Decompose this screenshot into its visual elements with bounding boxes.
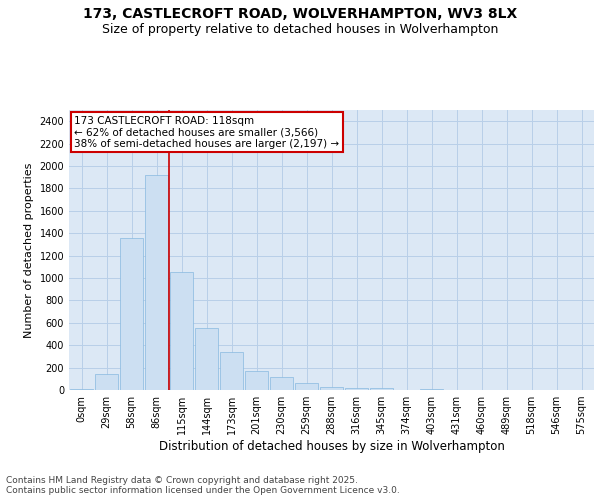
Bar	[120, 238, 143, 390]
Bar	[270, 377, 293, 390]
Text: 173 CASTLECROFT ROAD: 118sqm
← 62% of detached houses are smaller (3,566)
38% of: 173 CASTLECROFT ROAD: 118sqm ← 62% of de…	[74, 116, 340, 149]
Bar	[245, 371, 268, 390]
Text: Size of property relative to detached houses in Wolverhampton: Size of property relative to detached ho…	[102, 22, 498, 36]
Text: Contains HM Land Registry data © Crown copyright and database right 2025.
Contai: Contains HM Land Registry data © Crown c…	[6, 476, 400, 495]
Bar	[145, 175, 168, 390]
Bar	[345, 388, 368, 390]
X-axis label: Distribution of detached houses by size in Wolverhampton: Distribution of detached houses by size …	[158, 440, 505, 453]
Bar	[295, 384, 318, 390]
Text: 173, CASTLECROFT ROAD, WOLVERHAMPTON, WV3 8LX: 173, CASTLECROFT ROAD, WOLVERHAMPTON, WV…	[83, 8, 517, 22]
Bar	[195, 328, 218, 390]
Bar	[170, 272, 193, 390]
Y-axis label: Number of detached properties: Number of detached properties	[24, 162, 34, 338]
Bar	[220, 352, 243, 390]
Bar	[370, 388, 393, 390]
Bar	[95, 374, 118, 390]
Bar	[320, 387, 343, 390]
